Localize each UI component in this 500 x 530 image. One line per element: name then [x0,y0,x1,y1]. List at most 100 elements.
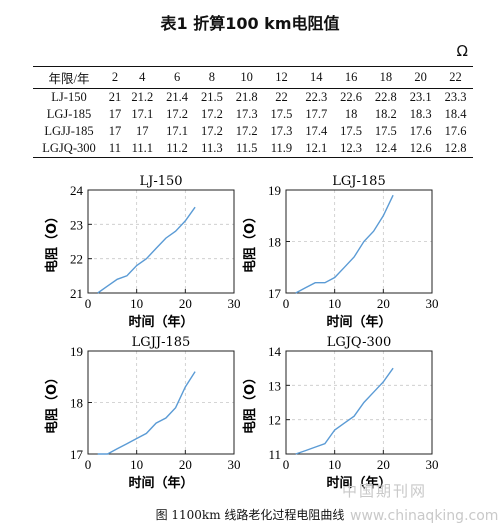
x-tick-label: 30 [228,296,241,311]
table-cell: 17.6 [444,124,467,138]
x-tick-label: 30 [426,296,439,311]
chart-title: LGJ-185 [332,174,385,189]
table-cell: 17.2 [235,124,258,138]
y-tick-label: 14 [268,344,282,359]
header-cell: 16 [333,66,369,89]
y-tick-label: 22 [70,252,83,267]
table-cell: 21.2 [131,90,154,104]
y-tick-label: 11 [268,447,281,462]
x-tick-label: 20 [377,296,390,311]
y-tick-label: 23 [70,217,83,232]
table-cell: 22.6 [340,90,362,104]
table-cell: 17.3 [270,124,293,138]
x-tick-label: 10 [328,457,341,472]
header-cell: 2 [105,66,125,89]
table-cell: 17.3 [235,107,258,121]
table-cell: 17 [136,124,149,138]
table-row: LGJ-185 17 17.1 17.2 17.2 17.3 17.5 17.7… [33,106,473,123]
x-axis-label: 时间（年） [326,475,391,491]
header-cell: 22 [438,66,473,89]
x-tick-label: 10 [130,296,143,311]
series-line [97,371,196,455]
y-tick-label: 17 [268,286,282,301]
table-cell: 11.1 [124,140,160,158]
table-row: LGJQ-300 11 11.1 11.2 11.3 11.5 11.9 12.… [33,140,473,158]
table-cell: 17.7 [305,107,328,121]
table-cell: 17.2 [166,107,189,121]
table-cell: 11.3 [194,140,230,158]
table-cell: 12.1 [298,140,334,158]
x-axis-label: 时间（年） [326,314,391,330]
table-cell: 22.3 [305,90,328,104]
table-cell: LGJQ-300 [33,140,105,158]
x-tick-label: 0 [85,296,92,311]
table-cell: 21.5 [200,90,223,104]
x-tick-label: 20 [377,457,390,472]
y-tick-label: 19 [70,344,83,359]
table-cell: 18.3 [409,107,432,121]
x-tick-label: 10 [328,296,341,311]
y-axis-label: 电阻（Ο） [242,371,258,434]
plot-frame [87,189,235,294]
y-tick-label: 24 [70,183,84,198]
y-tick-label: 17 [70,447,84,462]
resistance-table: 年限/年 2 4 6 8 10 12 14 16 18 20 22 LJ-150… [33,66,473,158]
table-cell: 11.5 [229,140,265,158]
table-cell: LGJ-185 [46,107,92,121]
figure-caption: 图 1100km 线路老化过程电阻曲线 [155,508,345,522]
series-line [295,194,394,294]
table-cell: 11 [105,140,125,158]
table-cell: 23.1 [409,90,432,104]
chart-title: LGJJ-185 [132,335,191,350]
header-cell: 12 [264,66,299,89]
table-cell: 12.6 [403,140,439,158]
header-cell: 10 [229,66,265,89]
table-cell: 17.1 [131,107,154,121]
y-tick-label: 18 [70,396,83,411]
y-tick-label: 19 [268,183,281,198]
table-cell: 18.2 [374,107,397,121]
table-cell: 11.9 [264,140,299,158]
header-cell: 14 [298,66,334,89]
header-cell: 年限/年 [33,66,105,89]
table-cell: LJ-150 [51,90,87,104]
table-row: LGJJ-185 17 17 17.1 17.2 17.2 17.3 17.4 … [33,123,473,140]
header-cell: 18 [368,66,404,89]
table-cell: 22 [275,90,288,104]
y-axis-label: 电阻（Ο） [44,210,60,273]
table-row: LJ-150 21 21.2 21.4 21.5 21.8 22 22.3 22… [33,89,473,107]
table-cell: 21 [108,90,122,104]
plot-frame [285,350,433,455]
table-cell: 22.8 [374,90,397,104]
chart-title: LGJQ-300 [327,335,392,350]
table-title: 表1 折算100 km电阻值 [160,14,340,33]
x-tick-label: 20 [179,457,192,472]
table-cell: 18.4 [444,107,467,121]
table-cell: 17.6 [409,124,432,138]
header-cell: 4 [124,66,160,89]
header-cell: 8 [194,66,230,89]
table-cell: 17.1 [166,124,189,138]
y-axis-label: 电阻（Ο） [242,210,258,273]
table-header-row: 年限/年 2 4 6 8 10 12 14 16 18 20 22 [33,66,473,89]
table-cell: 17.5 [270,107,293,121]
table-cell: 21.4 [166,90,189,104]
watermark-url: www.chinaqking.com [350,508,499,524]
y-tick-label: 18 [268,235,281,250]
x-tick-label: 0 [283,296,290,311]
table-cell: LGJJ-185 [44,124,94,138]
x-tick-label: 0 [283,457,290,472]
table-cell: 12.3 [333,140,369,158]
table-cell: 17 [108,107,122,121]
x-axis-label: 时间（年） [128,314,193,330]
table-cell: 17.5 [374,124,397,138]
table-cell: 17.2 [200,124,223,138]
table-cell: 11.2 [159,140,195,158]
table-cell: 17.4 [305,124,328,138]
table-cell: 21.8 [235,90,258,104]
y-tick-label: 21 [70,286,83,301]
x-tick-label: 30 [228,457,241,472]
table-cell: 12.4 [368,140,404,158]
watermark-text: 中国期刊网 [342,482,428,500]
